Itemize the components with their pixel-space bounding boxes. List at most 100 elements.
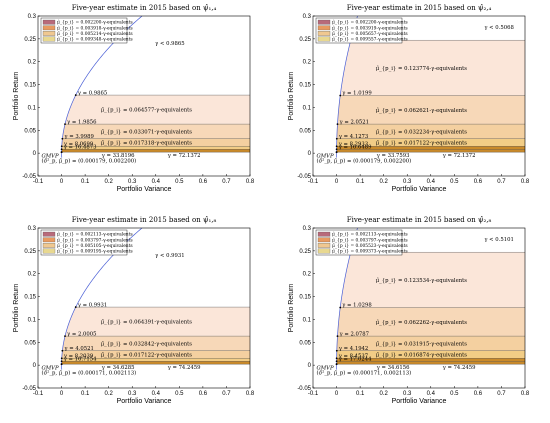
legend-swatch bbox=[42, 19, 56, 25]
gamma-label: γ = 16.7154 bbox=[64, 356, 98, 362]
gamma-point bbox=[335, 360, 338, 363]
legend-entry: μ̂_{p_i} = 0.005105-γ-equivalents bbox=[57, 244, 133, 249]
gamma-label: γ = 8.2039 bbox=[64, 353, 94, 359]
y-tick-label: 0.3 bbox=[28, 226, 37, 232]
y-axis-label: Portfolio Return bbox=[288, 284, 295, 333]
gamma-label: γ = 2.0787 bbox=[339, 331, 369, 337]
y-tick-label: 0.15 bbox=[24, 83, 36, 89]
chart-title: Five-year estimate in 2015 based on ψ̂₁,… bbox=[72, 3, 217, 12]
x-tick-label: 0.3 bbox=[403, 391, 412, 397]
y-tick-label: 0.1 bbox=[28, 317, 37, 323]
y-tick-label: -0.05 bbox=[297, 386, 311, 392]
gmvp-point bbox=[60, 363, 63, 366]
x-tick-label: 0.3 bbox=[403, 179, 412, 185]
legend-swatch bbox=[317, 231, 331, 237]
x-tick-label: 0.5 bbox=[450, 179, 459, 185]
y-tick-label: 0.15 bbox=[24, 295, 36, 301]
x-tick-label: -0.1 bbox=[33, 391, 44, 397]
legend-entry: μ̂_{p_i} = 0.003797-γ-equivalents bbox=[57, 238, 133, 243]
y-axis-label: Portfolio Return bbox=[13, 284, 20, 333]
y-tick-label: 0.25 bbox=[299, 37, 311, 43]
x-tick-label: 0.6 bbox=[199, 391, 208, 397]
gamma-label: γ = 8.0699 bbox=[64, 141, 94, 147]
x-tick-label: 0.5 bbox=[175, 179, 184, 185]
legend-swatch bbox=[42, 237, 56, 243]
axes-frame bbox=[37, 15, 251, 177]
x-tick-label: 0 bbox=[60, 179, 64, 185]
y-tick-label: 0.2 bbox=[303, 60, 312, 66]
legend-entry: μ̂_{p_i} = 0.009195-γ-equivalents bbox=[57, 250, 133, 255]
legend-entry: μ̂_{p_i} = 0.002200-γ-equivalents bbox=[57, 21, 133, 26]
legend-box bbox=[315, 229, 403, 256]
gamma-label: γ = 8.4537 bbox=[339, 353, 369, 359]
x-tick-label: 0.7 bbox=[222, 391, 231, 397]
chart-panel-top-left: Five-year estimate in 2015 based on ψ̂₁,… bbox=[13, 3, 255, 193]
y-axis-label: Portfolio Return bbox=[13, 72, 20, 121]
x-tick-label: 0.4 bbox=[427, 179, 436, 185]
gamma-annotation: γ < 0.5101 bbox=[484, 237, 514, 243]
x-axis-label: Portfolio Variance bbox=[117, 398, 172, 405]
gamma-point bbox=[60, 360, 63, 363]
legend-entry: μ̂_{p_i} = 0.003919-γ-equivalents bbox=[332, 26, 408, 31]
legend-box bbox=[40, 229, 128, 256]
gamma-point bbox=[60, 148, 63, 151]
band-label: μ̂_{p_i} = 0.032234-γ-equivalents bbox=[376, 129, 468, 135]
y-tick-label: 0.05 bbox=[299, 128, 311, 134]
gamma-annotation: γ < 0.9865 bbox=[155, 41, 185, 47]
x-tick-label: 0.8 bbox=[521, 179, 530, 185]
x-tick-label: 0.3 bbox=[128, 179, 137, 185]
gmvp-point bbox=[60, 151, 63, 154]
band-group bbox=[336, 228, 525, 370]
band-label: μ̂_{p_i} = 0.016874-γ-equivalents bbox=[376, 353, 468, 359]
y-axis-label: Portfolio Return bbox=[288, 72, 295, 121]
gamma-annotation: γ = 33.7593 bbox=[377, 153, 410, 159]
legend-swatch bbox=[42, 231, 56, 237]
gamma-point bbox=[335, 137, 338, 140]
x-tick-label: 0.2 bbox=[104, 179, 113, 185]
gamma-label: γ = 4.1273 bbox=[339, 134, 369, 140]
x-tick-label: -0.1 bbox=[33, 179, 44, 185]
x-axis-label: Portfolio Variance bbox=[392, 398, 447, 405]
band-label: μ̂_{p_i} = 0.123774-γ-equivalents bbox=[376, 66, 468, 72]
x-tick-label: 0 bbox=[335, 391, 339, 397]
band-region bbox=[336, 149, 525, 153]
band-region bbox=[61, 361, 250, 365]
gmvp-coords-label: (σ̂²_p, μ̂_p) = (0.000179, 0.002200) bbox=[317, 158, 412, 165]
y-tick-label: 0 bbox=[308, 151, 312, 157]
y-tick-label: 0.25 bbox=[24, 249, 36, 255]
band-label: μ̂_{p_i} = 0.062621-γ-equivalents bbox=[376, 108, 468, 114]
band-label: μ̂_{p_i} = 0.064577-γ-equivalents bbox=[101, 108, 193, 114]
axes-frame bbox=[312, 15, 526, 177]
legend-entry: μ̂_{p_i} = 0.002113-γ-equivalents bbox=[57, 233, 133, 238]
x-tick-label: 0.4 bbox=[152, 179, 161, 185]
x-axis-label: Portfolio Variance bbox=[117, 186, 172, 193]
gamma-annotation: γ < 0.9931 bbox=[155, 253, 185, 259]
legend-swatch bbox=[317, 237, 331, 243]
gamma-point bbox=[60, 357, 63, 360]
legend: μ̂_{p_i} = 0.002200-γ-equivalentsμ̂_{p_i… bbox=[315, 17, 408, 44]
x-tick-label: 0 bbox=[60, 391, 64, 397]
x-axis-label: Portfolio Variance bbox=[392, 186, 447, 193]
y-tick-label: 0.2 bbox=[28, 272, 37, 278]
gamma-annotation: γ = 34.6285 bbox=[102, 365, 135, 371]
chart-panel-bottom-right: Five-year estimate in 2015 based on ψ̂₂,… bbox=[288, 215, 530, 405]
x-tick-label: 0.1 bbox=[81, 391, 90, 397]
x-tick-label: 0.2 bbox=[379, 179, 388, 185]
legend-entry: μ̂_{p_i} = 0.005214-γ-equivalents bbox=[57, 32, 133, 37]
legend-swatch bbox=[42, 25, 56, 31]
gamma-label: γ = 3.9989 bbox=[64, 134, 94, 140]
gmvp-label: GMVP bbox=[317, 366, 334, 372]
y-tick-label: 0.1 bbox=[28, 105, 37, 111]
x-tick-label: 0.8 bbox=[246, 179, 255, 185]
legend-swatch bbox=[317, 36, 331, 42]
y-tick-label: 0.3 bbox=[303, 226, 312, 232]
gmvp-coords-label: (σ̂²_p, μ̂_p) = (0.000179, 0.002200) bbox=[42, 158, 137, 165]
gamma-label: γ = 1.9856 bbox=[67, 119, 97, 125]
x-tick-label: 0.6 bbox=[199, 179, 208, 185]
chart-title: Five-year estimate in 2015 based on ψ̂₂,… bbox=[347, 3, 492, 12]
chart-title: Five-year estimate in 2015 based on ψ̂₁,… bbox=[72, 215, 217, 224]
x-tick-label: 0 bbox=[335, 179, 339, 185]
gamma-annotation: γ = 72.1372 bbox=[443, 153, 476, 159]
y-tick-label: 0.25 bbox=[299, 249, 311, 255]
band-region bbox=[61, 149, 250, 153]
